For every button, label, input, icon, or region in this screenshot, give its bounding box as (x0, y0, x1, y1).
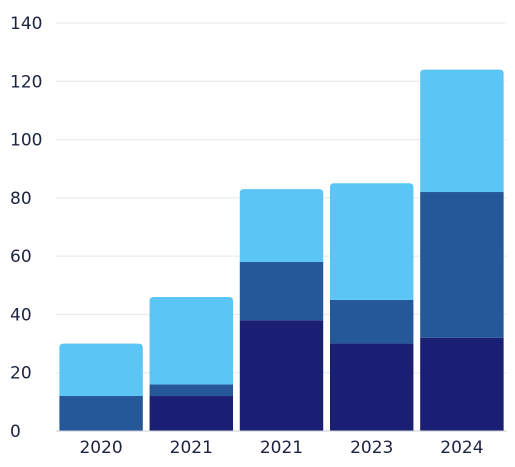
y-tick-label: 60 (10, 247, 32, 267)
y-tick-label: 80 (10, 189, 32, 209)
bar-group (239, 189, 324, 431)
x-tick-label: 2021 (170, 438, 213, 458)
bar-segment (149, 296, 234, 385)
x-tick-label: 2023 (350, 438, 393, 458)
x-tick-label: 2021 (260, 438, 303, 458)
bar-segment (239, 261, 324, 321)
bar-segment (59, 343, 143, 397)
bar-segment (239, 320, 324, 431)
bar-group (420, 69, 504, 431)
bar-segment (239, 189, 324, 262)
bar-segment (420, 192, 504, 338)
bar-segment (149, 384, 234, 397)
y-tick-label: 20 (10, 364, 32, 384)
bar-segment (329, 183, 414, 300)
bar-segment (149, 396, 234, 431)
bar-segment (420, 337, 504, 431)
bar-group (149, 296, 234, 431)
x-tick-label: 2020 (79, 438, 122, 458)
x-tick-label: 2024 (440, 438, 483, 458)
axis-layer: 0 20 40 60 80 100 120 140 2020 2021 2021 2023 2024 (10, 14, 507, 458)
y-tick-label: 140 (10, 14, 42, 34)
bar-segment (329, 299, 414, 344)
y-tick-label: 100 (10, 131, 42, 151)
bar-segment (59, 396, 143, 431)
bar-layer (59, 69, 504, 431)
bar-group (59, 343, 143, 431)
bar-segment (420, 69, 504, 193)
bar-segment (329, 343, 414, 431)
y-tick-label: 40 (10, 305, 32, 325)
y-tick-label: 0 (10, 422, 21, 442)
bar-group (329, 183, 414, 431)
y-tick-label: 120 (10, 72, 42, 92)
